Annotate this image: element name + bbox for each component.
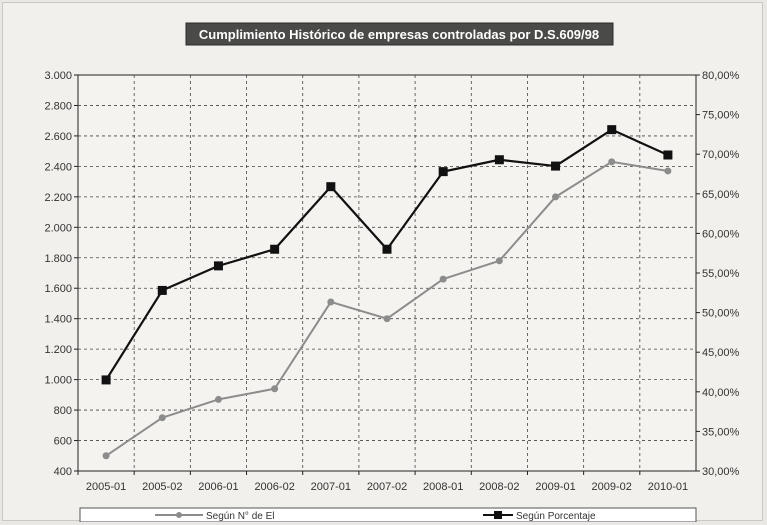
series-2-point: [326, 182, 335, 191]
x-tick-label: 2007-01: [311, 481, 351, 493]
y-right-tick-label: 65,00%: [702, 189, 740, 201]
y-left-tick-label: 400: [54, 466, 72, 478]
series-1-point: [440, 276, 447, 283]
x-tick-label: 2009-02: [592, 481, 632, 493]
legend-marker-series-1: [176, 512, 182, 518]
chart-svg: Cumplimiento Histórico de empresas contr…: [3, 3, 764, 522]
chart-title-text: Cumplimiento Histórico de empresas contr…: [199, 27, 599, 42]
y-right-tick-label: 60,00%: [702, 228, 740, 240]
series-1-point: [103, 452, 110, 459]
x-tick-label: 2009-01: [535, 481, 575, 493]
y-left-tick-label: 3.000: [44, 70, 72, 82]
legend: Según N° de El Según Porcentaje: [80, 508, 696, 522]
y-right-tick-label: 80,00%: [702, 70, 740, 82]
series-1-point: [271, 385, 278, 392]
y-right-tick-label: 50,00%: [702, 308, 740, 320]
y-left-tick-label: 1.800: [44, 253, 72, 265]
y-left-tick-label: 2.400: [44, 161, 72, 173]
legend-marker-series-2: [494, 511, 502, 519]
y-left-tick-label: 800: [54, 405, 72, 417]
x-tick-label: 2006-01: [198, 481, 238, 493]
y-left-tick-label: 1.600: [44, 283, 72, 295]
y-axis-left: 400 600 800 1.000 1.200 1.400 1.600 1.800 2.000 2…: [44, 70, 78, 478]
series-1-point: [664, 167, 671, 174]
y-left-tick-label: 2.800: [44, 100, 72, 112]
x-tick-label: 2006-02: [254, 481, 294, 493]
y-right-tick-label: 45,00%: [702, 347, 740, 359]
x-tick-label: 2008-01: [423, 481, 463, 493]
y-left-tick-label: 1.000: [44, 375, 72, 387]
series-1-point: [384, 315, 391, 322]
series-1-point: [552, 193, 559, 200]
x-tick-label: 2005-02: [142, 481, 182, 493]
series-2-point: [270, 245, 279, 254]
y-right-tick-label: 55,00%: [702, 268, 740, 280]
x-axis: 2005-01 2005-02 2006-01 2006-02 2007-01 2007-…: [78, 471, 688, 493]
y-left-tick-label: 1.400: [44, 314, 72, 326]
y-right-tick-label: 75,00%: [702, 110, 740, 122]
series-2-point: [102, 375, 111, 384]
series-2-point: [551, 162, 560, 171]
series-2-point: [663, 150, 672, 159]
series-2-point: [439, 167, 448, 176]
series-2-point: [495, 155, 504, 164]
x-tick-label: 2008-02: [479, 481, 519, 493]
y-right-tick-label: 40,00%: [702, 387, 740, 399]
series-2-point: [383, 245, 392, 254]
series-1-point: [215, 396, 222, 403]
y-left-tick-label: 2.600: [44, 131, 72, 143]
x-tick-label: 2010-01: [648, 481, 688, 493]
chart-title: Cumplimiento Histórico de empresas contr…: [186, 23, 613, 45]
y-left-tick-label: 2.200: [44, 192, 72, 204]
series-2-point: [214, 261, 223, 270]
series-2-point: [607, 125, 616, 134]
y-left-tick-label: 600: [54, 436, 72, 448]
series-2-point: [158, 286, 167, 295]
y-right-tick-label: 30,00%: [702, 466, 740, 478]
series-1-point: [496, 257, 503, 264]
y-right-tick-label: 70,00%: [702, 149, 740, 161]
x-tick-label: 2005-01: [86, 481, 126, 493]
series-1-point: [327, 298, 334, 305]
x-tick-label: 2007-02: [367, 481, 407, 493]
y-right-tick-label: 35,00%: [702, 426, 740, 438]
series-1-point: [159, 414, 166, 421]
y-left-tick-label: 1.200: [44, 344, 72, 356]
y-axis-right: 30,00% 35,00% 40,00% 45,00% 50,00% 55,00% 60,0…: [696, 70, 740, 478]
series-1-point: [608, 158, 615, 165]
legend-label-series-1: Según N° de El: [206, 511, 275, 522]
legend-label-series-2: Según Porcentaje: [516, 511, 596, 522]
y-left-tick-label: 2.000: [44, 222, 72, 234]
